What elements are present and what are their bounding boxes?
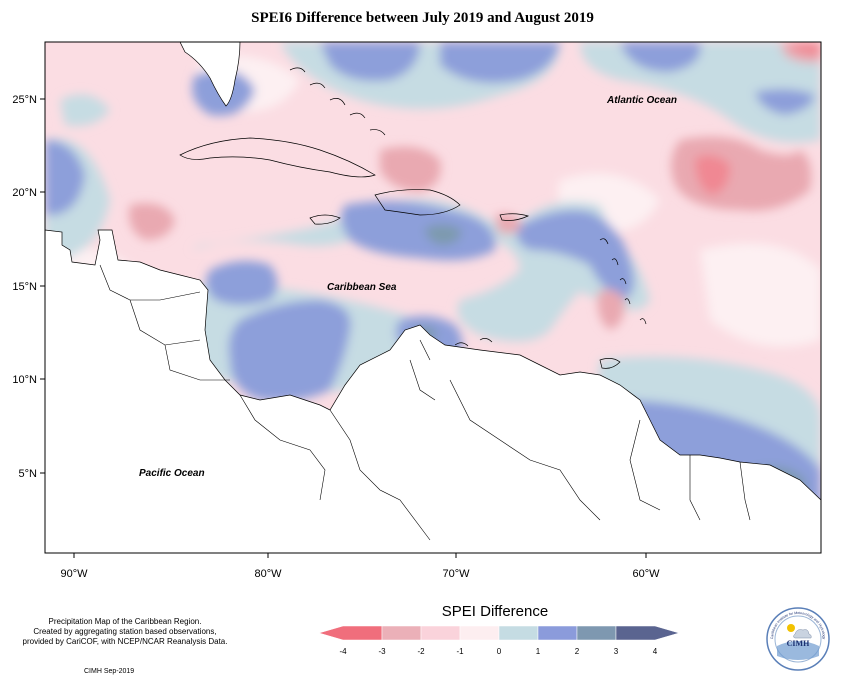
legend-swatch: [420, 625, 461, 641]
spei-map: 25°N 20°N 15°N 10°N 5°N 90°W 80°W 70°W 6…: [12, 41, 822, 580]
legend-swatch: [615, 625, 680, 641]
lat-axis: 25°N 20°N 15°N 10°N 5°N: [12, 94, 45, 480]
legend-tick-label: -4: [339, 647, 347, 656]
pacific-ocean-label: Pacific Ocean: [139, 468, 205, 479]
legend-tick-label: 0: [497, 647, 502, 656]
legend-swatches: [318, 625, 680, 641]
country-borders: [99, 264, 751, 541]
legend-tick-label: 2: [575, 647, 580, 656]
legend-swatch: [381, 625, 422, 641]
lat-label-10n: 10°N: [12, 374, 37, 386]
lat-label-25n: 25°N: [12, 94, 37, 106]
footnote: Precipitation Map of the Caribbean Regio…: [0, 617, 250, 647]
legend-tick-label: 3: [614, 647, 619, 656]
logo-text: CIMH: [787, 639, 810, 648]
footnote-credit: CIMH Sep-2019: [84, 668, 135, 675]
legend-ticks: -4 -3 -2 -1 0 1 2 3 4: [339, 647, 657, 656]
lon-label-90w: 90°W: [60, 568, 88, 580]
map-frame: [44, 41, 822, 554]
cloud-icon: [793, 629, 812, 639]
legend-swatch: [318, 625, 383, 641]
lat-label-20n: 20°N: [12, 187, 37, 199]
island-outlines: [179, 67, 647, 369]
legend-swatch: [537, 625, 578, 641]
legend-swatch: [459, 625, 500, 641]
lon-axis: 90°W 80°W 70°W 60°W: [60, 553, 660, 580]
map-title: SPEI6 Difference between July 2019 and A…: [251, 10, 594, 26]
sun-icon: [787, 624, 795, 632]
lat-label-15n: 15°N: [12, 281, 37, 293]
legend-tick-label: -2: [417, 647, 425, 656]
legend-tick-label: -3: [378, 647, 386, 656]
land-masses: [45, 42, 821, 553]
lon-label-70w: 70°W: [442, 568, 470, 580]
legend-swatch: [498, 625, 539, 641]
color-legend: -4 -3 -2 -1 0 1 2 3 4: [318, 625, 680, 656]
legend-tick-label: 4: [653, 647, 658, 656]
legend-title: SPEI Difference: [441, 603, 549, 620]
footnote-line: Created by aggregating station based obs…: [33, 627, 217, 636]
footnote-line: Precipitation Map of the Caribbean Regio…: [48, 617, 202, 626]
spei-field: [45, 42, 821, 553]
legend-tick-label: -1: [456, 647, 464, 656]
cimh-logo: CIMH Caribbean Institute for Meteorology…: [766, 607, 830, 671]
legend-tick-label: 1: [536, 647, 541, 656]
lon-label-60w: 60°W: [632, 568, 660, 580]
atlantic-ocean-label: Atlantic Ocean: [606, 95, 677, 106]
lat-label-5n: 5°N: [19, 468, 38, 480]
caribbean-sea-label: Caribbean Sea: [327, 282, 397, 293]
footnote-line: provided by CariCOF, with NCEP/NCAR Rean…: [22, 637, 228, 646]
legend-swatch: [576, 625, 617, 641]
lon-label-80w: 80°W: [254, 568, 282, 580]
